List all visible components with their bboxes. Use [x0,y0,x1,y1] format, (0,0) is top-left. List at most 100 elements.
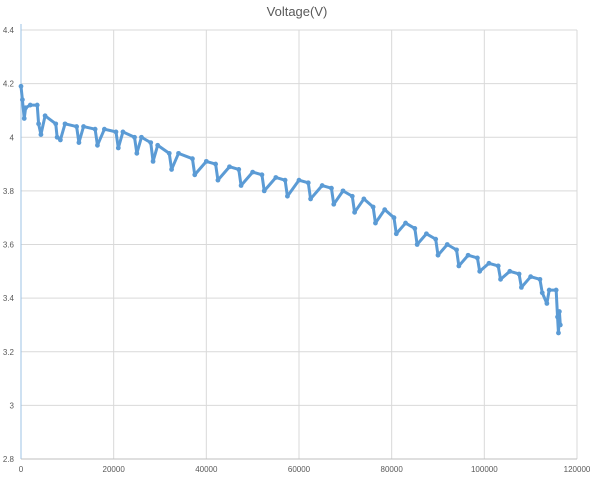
data-point [507,268,513,274]
data-point [18,83,24,89]
data-point [516,271,522,277]
data-point [192,172,198,178]
data-point [477,268,483,274]
series-segment [283,178,289,198]
data-point [115,145,121,151]
data-point [27,102,33,108]
x-tick-label: 60000 [288,465,311,474]
data-point [150,158,156,164]
series-segment [151,143,160,163]
data-point [435,252,441,258]
data-point [203,158,209,164]
x-tick-label: 100000 [471,465,498,474]
data-point [465,252,471,258]
data-point [238,183,244,188]
x-tick-label: 120000 [564,465,591,474]
data-point [259,172,265,178]
tick-label-layer: 0 20000 40000 60000 80000 100000 120000 2.8 3 3.2… [3,26,591,474]
data-point [169,167,174,172]
data-point [215,177,221,183]
data-point [54,134,60,140]
data-point [53,121,59,127]
data-point [42,113,48,119]
y-tick-label: 3.6 [3,241,15,250]
series-segment [177,151,194,161]
x-tick-label: 40000 [195,465,218,474]
data-point [113,129,119,135]
y-tick-label: 3.2 [3,348,15,357]
data-point [148,140,154,146]
data-point [456,263,462,269]
series-segment [554,288,560,319]
data-point [329,185,334,191]
data-point [498,276,503,282]
data-point [539,290,545,296]
series-layer [18,83,563,336]
data-point [21,116,27,121]
data-point [391,215,397,221]
data-point [349,193,355,199]
data-point [250,169,256,175]
data-point [361,196,367,202]
data-point [120,129,126,135]
data-point [403,220,408,226]
series-segment [95,127,106,147]
y-tick-label: 2.8 [3,455,15,464]
x-tick-label: 80000 [381,465,404,474]
series-segment [237,167,243,188]
grid-layer [20,29,578,460]
data-point [319,183,325,188]
series-segment [329,186,336,206]
series-segment [135,135,143,155]
series-segment [39,114,47,137]
data-point [36,121,42,127]
data-point [102,126,107,132]
y-tick-label: 4.2 [3,80,15,89]
data-point [19,97,25,103]
data-point [382,207,388,213]
data-point [553,287,559,293]
data-point [227,164,232,170]
y-tick-label: 3 [10,401,15,410]
series-segment [214,162,220,182]
series-segment [190,157,197,177]
data-point [556,330,561,336]
data-point [393,231,399,237]
series-segment [392,216,398,236]
series-segment [413,226,419,246]
series-segment [434,237,440,257]
data-point [57,137,63,143]
y-tick-label: 4.4 [3,26,15,35]
series-segment [35,103,41,126]
x-tick-label: 0 [19,465,24,474]
series-segment [309,184,324,201]
data-point [34,102,40,108]
data-point [213,161,219,167]
series-segment [285,178,301,198]
data-point [331,201,337,207]
data-point [155,142,161,148]
series-segment [216,165,231,182]
data-point [433,236,439,242]
data-point [370,204,376,210]
y-tick-label: 4 [10,133,15,142]
data-point [296,177,302,183]
series-segment [353,197,366,214]
data-point [519,285,524,290]
data-point [556,309,562,314]
data-point [74,124,79,129]
series-segment [332,189,345,206]
data-point [444,242,450,247]
data-point [282,177,288,183]
data-point [305,180,311,186]
series-segment [262,175,278,193]
data-point [176,150,181,156]
series-segment [455,248,461,268]
data-point [373,220,378,226]
data-point [132,134,137,140]
data-point [546,287,552,293]
data-point [557,322,563,328]
data-point [537,276,543,282]
series-segment [58,122,67,142]
